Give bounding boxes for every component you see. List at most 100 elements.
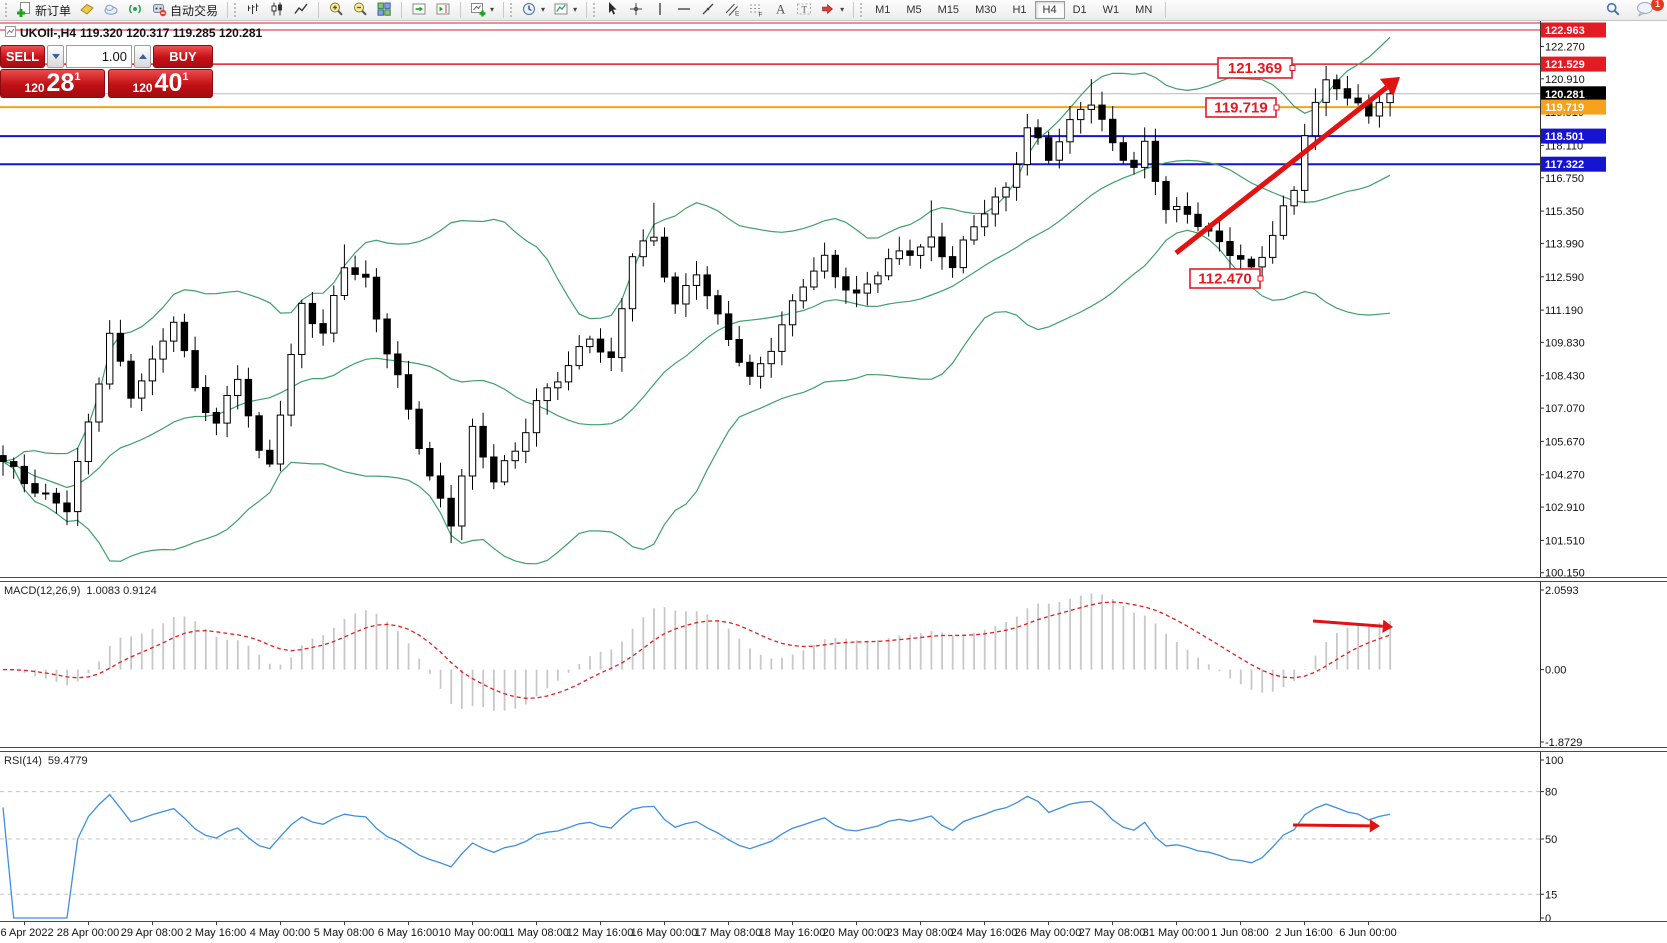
time-label[interactable]: 31 May 00:00 (1142, 927, 1210, 939)
search-button[interactable] (1601, 1, 1625, 20)
time-label[interactable]: 6 May 16:00 (377, 927, 439, 939)
timeframe-M1-button[interactable]: M1 (875, 4, 891, 16)
navigator-button[interactable] (123, 1, 147, 20)
timeframe-W1-button[interactable]: W1 (1102, 4, 1120, 16)
new-order-button[interactable]: 新订单 (12, 1, 75, 20)
chart-shift-button[interactable] (431, 1, 455, 20)
time-label[interactable]: 23 May 08:00 (886, 927, 954, 939)
toolbar-group (231, 0, 315, 20)
timeframe-H4-button[interactable]: H4 (1034, 1, 1065, 19)
text-label-button[interactable]: T (792, 1, 816, 20)
rsi-plot-area[interactable]: 100 80 50 15 0 (0, 752, 1667, 921)
svg-text:116.750: 116.750 (1545, 173, 1584, 185)
zoom-in-button[interactable] (324, 1, 348, 20)
volume-input[interactable] (66, 45, 132, 68)
time-label[interactable]: 11 May 08:00 (503, 927, 569, 939)
panel-divider[interactable] (0, 747, 1667, 752)
macd-plot-area[interactable]: 2.0593 0.00 -1.8729 (0, 582, 1667, 747)
macd-axis[interactable]: 2.0593 0.00 -1.8729 (1540, 582, 1582, 747)
vertical-line-button[interactable] (648, 1, 672, 20)
macd-indicator-panel[interactable]: 2.0593 0.00 -1.8729 MACD(12,26,9) 1.0083 0… (0, 582, 1667, 747)
volume-increase-button[interactable] (134, 45, 151, 68)
arrows-button[interactable]: ▾ (816, 1, 848, 20)
time-tick (600, 922, 601, 925)
chevron-down-icon: ▾ (541, 5, 546, 14)
candle-chart-button[interactable] (265, 1, 289, 20)
trend-arrow[interactable] (1174, 77, 1400, 255)
time-tick (1176, 922, 1177, 925)
rsi-indicator-panel[interactable]: 100 80 50 15 0 RSI(14) 59.4779 (0, 752, 1667, 921)
price-axis[interactable]: 122.270120.910119.510118.110116.750115.3… (1540, 21, 1606, 577)
market-watch-button[interactable] (75, 1, 99, 20)
trendline-button[interactable] (696, 1, 720, 20)
time-label[interactable]: 28 Apr 00:00 (56, 927, 120, 939)
period-icon (521, 1, 537, 20)
rsi-axis[interactable]: 100 80 50 15 0 (1540, 752, 1563, 921)
time-label[interactable]: 6 Jun 00:00 (1339, 927, 1397, 939)
chevron-down-icon: ▾ (490, 5, 495, 14)
price-annotation-box[interactable]: 121.369 (1217, 57, 1296, 79)
main-plot-area[interactable]: 121.369 119.719 112.470 122.270120.910119.5… (0, 21, 1667, 577)
time-label[interactable]: 10 May 00:00 (438, 927, 506, 939)
timeframe-D1-button[interactable]: D1 (1072, 4, 1087, 16)
zoom-out-button[interactable] (348, 1, 372, 20)
buy-button[interactable]: BUY (153, 45, 213, 68)
time-label[interactable]: 20 May 00:00 (822, 927, 890, 939)
trend-arrow[interactable] (1292, 819, 1380, 833)
time-label[interactable]: 2 May 16:00 (185, 927, 247, 939)
time-tick (1368, 922, 1369, 925)
time-label[interactable]: 17 May 08:00 (694, 927, 762, 939)
time-label[interactable]: 29 Apr 08:00 (120, 927, 184, 939)
trend-arrow[interactable] (1312, 619, 1393, 633)
bar-chart-button[interactable] (241, 1, 265, 20)
periods-button[interactable]: ▾ (517, 1, 549, 20)
timeframe-MN-button[interactable]: MN (1135, 4, 1153, 16)
price-annotation-box[interactable]: 112.470 (1189, 268, 1264, 289)
time-axis[interactable]: 26 Apr 2022 28 Apr 00:00 29 Apr 08:00 2 May… (0, 921, 1667, 943)
timeframe-M5-button[interactable]: M5 (906, 4, 922, 16)
main-chart-panel[interactable]: 121.369 119.719 112.470 122.270120.910119.5… (0, 21, 1667, 577)
autotrade-button[interactable]: 自动交易 (147, 1, 222, 20)
time-label[interactable]: 5 May 08:00 (313, 927, 375, 939)
fibonacci-button[interactable]: F (744, 1, 768, 20)
text-button[interactable]: A (768, 1, 792, 20)
toolbar-grip (5, 3, 9, 17)
time-label[interactable]: 16 May 00:00 (630, 927, 698, 939)
time-label[interactable]: 24 May 16:00 (950, 927, 1018, 939)
template-button[interactable]: ▾ (549, 1, 581, 20)
horizontal-line-button[interactable] (672, 1, 696, 20)
time-label[interactable]: 2 Jun 16:00 (1275, 927, 1333, 939)
time-label[interactable]: 1 Jun 08:00 (1211, 927, 1269, 939)
tile-windows-button[interactable] (372, 1, 396, 20)
time-label[interactable]: 18 May 16:00 (758, 927, 826, 939)
rsi-name: RSI(14) (4, 755, 42, 767)
time-tick (1240, 922, 1241, 925)
time-label[interactable]: 26 Apr 2022 (0, 927, 54, 939)
time-label[interactable]: 12 May 16:00 (566, 927, 634, 939)
new-chart-button[interactable]: ▾ (466, 1, 498, 20)
line-chart-button[interactable] (289, 1, 313, 20)
price-annotation-box[interactable]: 119.719 (1205, 97, 1280, 118)
volume-decrease-button[interactable] (47, 45, 64, 68)
buy-price-display[interactable]: 120 40 1 (108, 69, 213, 98)
time-label[interactable]: 26 May 00:00 (1014, 927, 1082, 939)
time-tick (1048, 922, 1049, 925)
horizontal-level-lines[interactable] (0, 22, 1540, 166)
channel-button[interactable]: E (720, 1, 744, 20)
sell-button[interactable]: SELL (0, 45, 45, 68)
sell-price-sup: 1 (74, 71, 81, 83)
time-label[interactable]: 27 May 08:00 (1078, 927, 1146, 939)
panel-divider[interactable] (0, 577, 1667, 582)
sell-price-display[interactable]: 120 28 1 (0, 69, 105, 98)
time-label[interactable]: 4 May 00:00 (249, 927, 311, 939)
notifications-button[interactable]: 1 (1631, 0, 1664, 20)
timeframe-H1-button[interactable]: H1 (1012, 4, 1027, 16)
data-window-button[interactable] (99, 1, 123, 20)
time-tick (280, 922, 281, 925)
timeframe-M15-button[interactable]: M15 (937, 4, 960, 16)
crosshair-button[interactable] (624, 1, 648, 20)
auto-scroll-button[interactable] (407, 1, 431, 20)
timeframe-M30-button[interactable]: M30 (975, 4, 997, 16)
cursor-button[interactable] (600, 1, 624, 20)
